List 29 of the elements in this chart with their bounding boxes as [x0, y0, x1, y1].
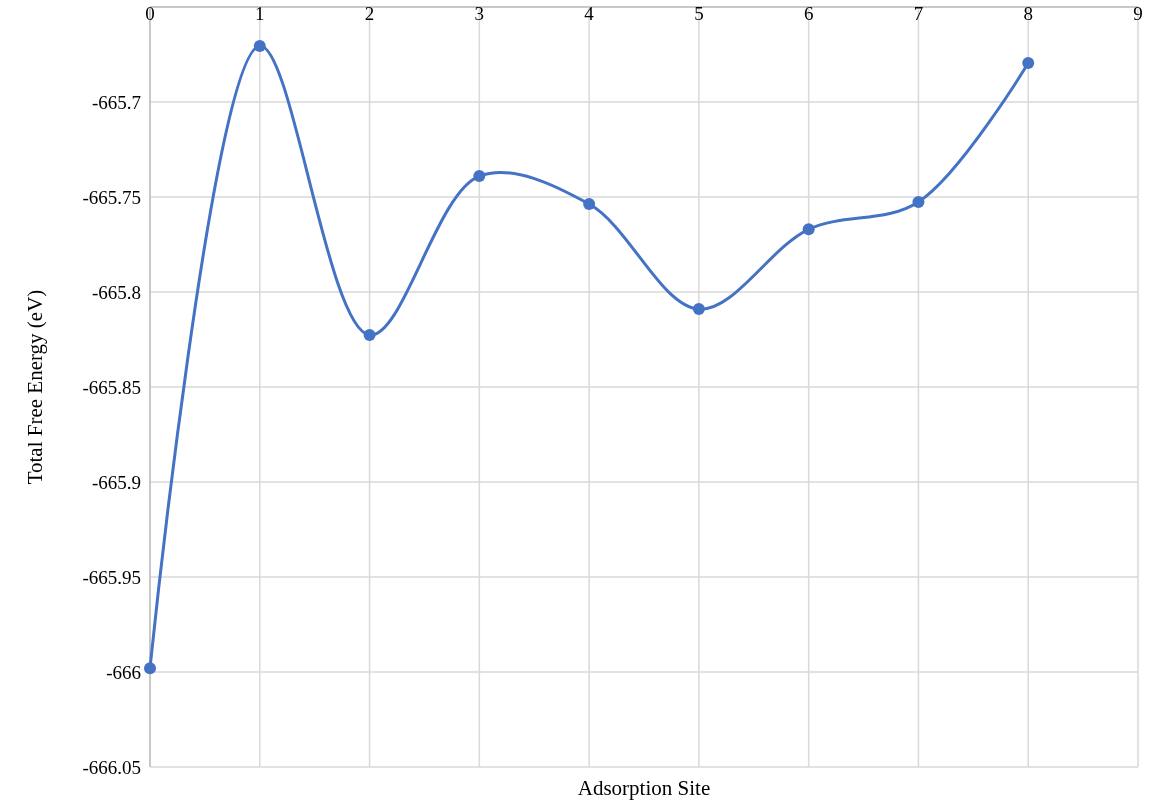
x-tick-label: 3 [474, 3, 485, 24]
point [912, 195, 925, 208]
y-tick-label: -665.85 [82, 377, 141, 398]
x-tick-label: 8 [1023, 3, 1033, 24]
x-tick-label: 5 [694, 3, 704, 24]
x-tick-label: 9 [1133, 3, 1143, 24]
point [692, 303, 705, 316]
x-tick-label: 4 [584, 3, 595, 24]
y-tick-label: -665.9 [91, 472, 141, 493]
y-tick-label: -665.75 [82, 187, 141, 208]
x-tick-label: 0 [145, 3, 155, 24]
y-tick-label: -665.95 [82, 567, 141, 588]
y-tick-label: -665.8 [91, 282, 141, 303]
point [473, 170, 486, 183]
point [802, 223, 815, 236]
point [583, 198, 596, 211]
y-tick-label: -666 [106, 662, 141, 683]
point [144, 662, 156, 675]
x-tick-label: 1 [255, 3, 265, 24]
y-axis-title: Total Free Energy (eV) [23, 289, 47, 485]
point [253, 39, 266, 52]
x-tick-label: 2 [364, 3, 375, 24]
y-tick-label: -665.7 [91, 92, 141, 113]
y-tick-label: -666.05 [82, 757, 141, 778]
x-axis-title: Adsorption Site [577, 776, 711, 800]
point [363, 328, 376, 341]
point [1022, 57, 1035, 70]
x-tick-label: 6 [803, 3, 814, 24]
x-tick-label: 7 [913, 3, 924, 24]
